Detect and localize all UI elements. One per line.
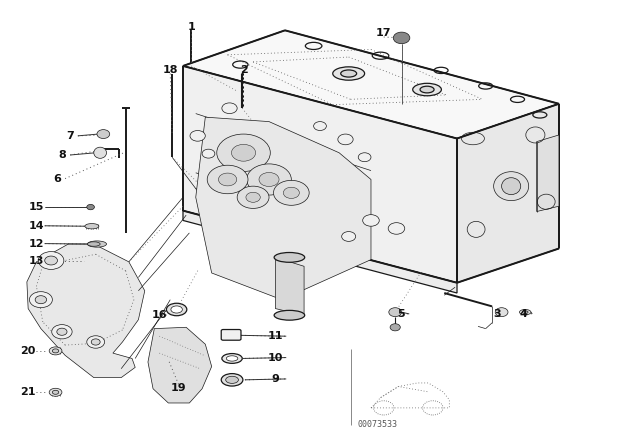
Text: 21: 21 bbox=[20, 387, 36, 397]
Circle shape bbox=[222, 103, 237, 114]
Circle shape bbox=[97, 129, 109, 138]
Text: 15: 15 bbox=[29, 202, 44, 212]
Circle shape bbox=[237, 186, 269, 208]
Text: 17: 17 bbox=[376, 28, 392, 39]
Ellipse shape bbox=[493, 172, 529, 201]
Text: 8: 8 bbox=[58, 150, 66, 160]
Ellipse shape bbox=[88, 242, 100, 246]
Polygon shape bbox=[183, 30, 559, 138]
Ellipse shape bbox=[227, 356, 238, 361]
Circle shape bbox=[246, 164, 291, 195]
Circle shape bbox=[87, 204, 95, 210]
Text: 5: 5 bbox=[397, 309, 404, 319]
Text: 11: 11 bbox=[268, 331, 283, 341]
Circle shape bbox=[314, 121, 326, 130]
Text: 6: 6 bbox=[54, 173, 61, 184]
Text: 1: 1 bbox=[188, 22, 195, 32]
Ellipse shape bbox=[520, 310, 531, 315]
Polygon shape bbox=[27, 244, 145, 378]
Ellipse shape bbox=[85, 224, 99, 229]
Ellipse shape bbox=[222, 353, 243, 363]
FancyBboxPatch shape bbox=[221, 330, 241, 340]
Circle shape bbox=[338, 134, 353, 145]
Polygon shape bbox=[196, 117, 371, 300]
Circle shape bbox=[389, 308, 401, 317]
Ellipse shape bbox=[274, 310, 305, 320]
Ellipse shape bbox=[49, 347, 62, 355]
Polygon shape bbox=[275, 258, 304, 315]
Ellipse shape bbox=[49, 388, 62, 396]
Ellipse shape bbox=[52, 390, 59, 394]
Ellipse shape bbox=[226, 376, 239, 383]
Polygon shape bbox=[183, 66, 457, 283]
Text: 7: 7 bbox=[67, 131, 74, 141]
Circle shape bbox=[273, 181, 309, 205]
Ellipse shape bbox=[88, 241, 106, 247]
Ellipse shape bbox=[340, 70, 356, 77]
Circle shape bbox=[57, 328, 67, 335]
Ellipse shape bbox=[333, 67, 365, 80]
Ellipse shape bbox=[413, 83, 442, 96]
Circle shape bbox=[246, 192, 260, 202]
Circle shape bbox=[87, 336, 104, 348]
Circle shape bbox=[45, 256, 58, 265]
Ellipse shape bbox=[171, 306, 182, 313]
Text: 2: 2 bbox=[239, 65, 248, 75]
Text: 9: 9 bbox=[271, 374, 279, 384]
Text: 18: 18 bbox=[163, 65, 178, 75]
Circle shape bbox=[202, 149, 215, 158]
Circle shape bbox=[232, 144, 255, 161]
Circle shape bbox=[342, 232, 356, 241]
Circle shape bbox=[35, 296, 47, 304]
Text: 12: 12 bbox=[29, 239, 44, 249]
Circle shape bbox=[38, 252, 64, 269]
Polygon shape bbox=[183, 211, 457, 293]
Circle shape bbox=[284, 187, 300, 198]
Text: 00073533: 00073533 bbox=[357, 420, 397, 429]
Text: 20: 20 bbox=[20, 346, 36, 356]
Polygon shape bbox=[537, 135, 559, 211]
Polygon shape bbox=[457, 104, 559, 283]
Polygon shape bbox=[148, 327, 212, 403]
Circle shape bbox=[29, 292, 52, 308]
Ellipse shape bbox=[52, 349, 59, 353]
Ellipse shape bbox=[221, 374, 243, 386]
Circle shape bbox=[259, 172, 279, 186]
Circle shape bbox=[358, 153, 371, 162]
Circle shape bbox=[52, 325, 72, 339]
Text: 13: 13 bbox=[29, 255, 44, 266]
Ellipse shape bbox=[274, 253, 305, 262]
Ellipse shape bbox=[166, 303, 187, 316]
Text: 16: 16 bbox=[152, 310, 167, 320]
Circle shape bbox=[495, 308, 508, 317]
Circle shape bbox=[207, 165, 248, 194]
Circle shape bbox=[218, 173, 237, 186]
Circle shape bbox=[92, 339, 100, 345]
Ellipse shape bbox=[522, 311, 528, 314]
Circle shape bbox=[390, 324, 400, 331]
Text: 14: 14 bbox=[29, 221, 44, 231]
Circle shape bbox=[190, 130, 205, 141]
Text: 3: 3 bbox=[493, 309, 501, 319]
Ellipse shape bbox=[94, 147, 106, 158]
Text: 4: 4 bbox=[520, 309, 528, 319]
Circle shape bbox=[388, 223, 404, 234]
Ellipse shape bbox=[502, 178, 521, 194]
Circle shape bbox=[217, 134, 270, 172]
Circle shape bbox=[394, 32, 410, 44]
Text: 19: 19 bbox=[171, 383, 186, 393]
Circle shape bbox=[363, 215, 380, 226]
Ellipse shape bbox=[420, 86, 434, 93]
Text: 10: 10 bbox=[268, 353, 283, 362]
